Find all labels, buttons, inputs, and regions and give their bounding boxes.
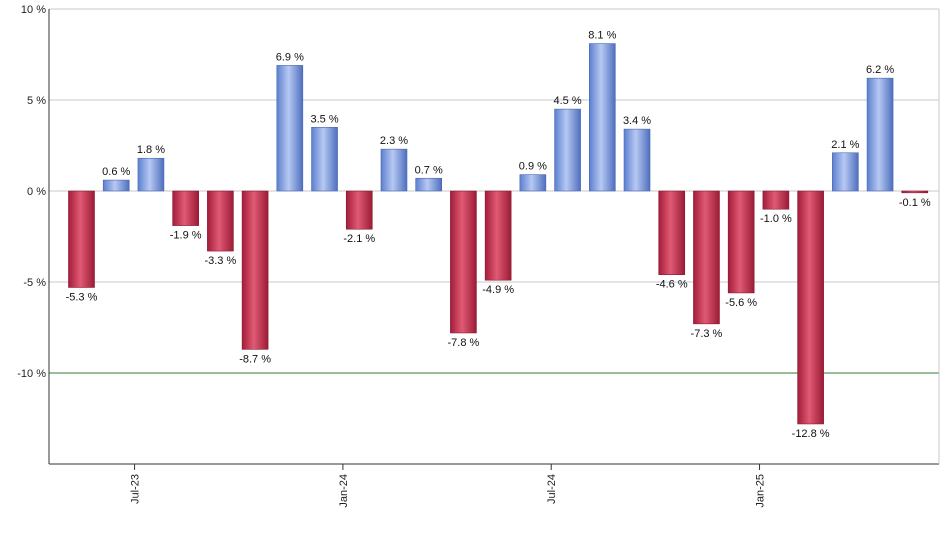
y-tick-label: -5 % bbox=[23, 277, 46, 289]
bar bbox=[484, 190, 512, 281]
data-label: -7.8 % bbox=[448, 337, 480, 349]
bar bbox=[901, 190, 929, 194]
bar bbox=[241, 190, 269, 350]
data-label: -4.9 % bbox=[482, 284, 514, 296]
data-label: 0.6 % bbox=[102, 166, 130, 178]
bar bbox=[207, 190, 234, 252]
bar bbox=[311, 127, 338, 192]
bar bbox=[415, 177, 443, 192]
data-label: 3.4 % bbox=[623, 115, 651, 127]
bar bbox=[450, 190, 477, 334]
bar bbox=[519, 174, 547, 192]
bar bbox=[658, 190, 686, 276]
bar bbox=[172, 190, 199, 226]
bar bbox=[68, 190, 95, 288]
bar bbox=[380, 148, 408, 192]
bar bbox=[832, 152, 859, 192]
bars bbox=[68, 43, 929, 425]
bar bbox=[797, 190, 824, 425]
axes: 10 % 5 % 0 % -5 % -10 % Jul-23 Jan-24 Jul-24 Jan… bbox=[17, 4, 940, 508]
y-tick-label: 0 % bbox=[27, 186, 46, 198]
data-label: 2.1 % bbox=[831, 139, 859, 151]
data-label: -8.7 % bbox=[239, 353, 271, 365]
data-label: 3.5 % bbox=[310, 113, 338, 125]
bar bbox=[276, 65, 304, 192]
bar bbox=[554, 108, 581, 192]
data-labels: -5.3 % 0.6 % 1.8 % -1.9 % -3.3 % -8.7 % 6.9 % 3… bbox=[66, 30, 931, 440]
data-label: 0.7 % bbox=[415, 164, 443, 176]
x-tick-label: Jul-24 bbox=[546, 474, 558, 504]
bar bbox=[137, 157, 165, 192]
y-tick-label: 10 % bbox=[21, 4, 46, 16]
data-label: -1.0 % bbox=[760, 213, 792, 225]
data-label: -2.1 % bbox=[343, 233, 375, 245]
bar bbox=[623, 128, 651, 192]
data-label: 0.9 % bbox=[519, 161, 547, 173]
data-label: 6.9 % bbox=[276, 51, 304, 63]
bar bbox=[693, 190, 720, 325]
x-tick-label: Jan-25 bbox=[755, 474, 767, 508]
data-label: -1.9 % bbox=[170, 230, 202, 242]
bar bbox=[866, 77, 894, 192]
data-label: -3.3 % bbox=[204, 255, 236, 267]
y-tick-label: -10 % bbox=[17, 368, 46, 380]
data-label: -0.1 % bbox=[899, 197, 931, 209]
data-label: 1.8 % bbox=[137, 144, 165, 156]
data-label: 2.3 % bbox=[380, 135, 408, 147]
data-label: -5.6 % bbox=[725, 297, 757, 309]
data-label: -5.3 % bbox=[66, 291, 98, 303]
data-label: -7.3 % bbox=[691, 328, 723, 340]
x-tick-label: Jul-23 bbox=[130, 474, 142, 504]
data-label: 4.5 % bbox=[554, 95, 582, 107]
bar bbox=[727, 190, 755, 294]
data-label: 6.2 % bbox=[866, 64, 894, 76]
bar bbox=[102, 179, 130, 192]
bar bbox=[762, 190, 790, 210]
data-label: -12.8 % bbox=[792, 428, 830, 440]
x-tick-label: Jan-24 bbox=[338, 474, 350, 508]
data-label: -4.6 % bbox=[656, 279, 688, 291]
y-tick-label: 5 % bbox=[27, 95, 46, 107]
bar bbox=[588, 43, 616, 192]
bar bbox=[345, 190, 373, 230]
data-label: 8.1 % bbox=[588, 30, 616, 42]
